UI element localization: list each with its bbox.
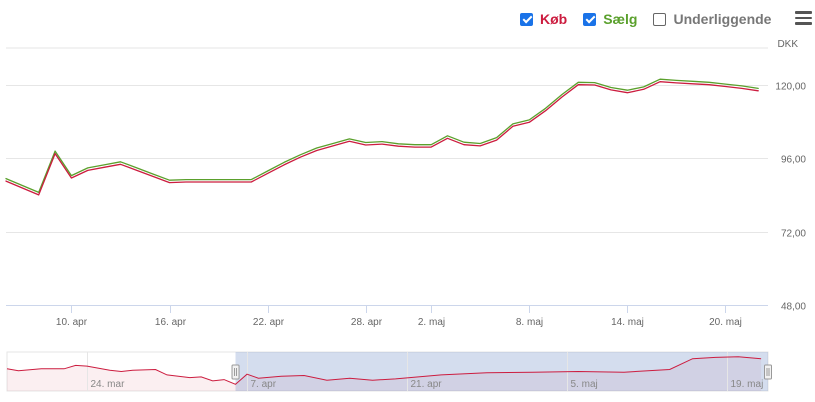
navigator-tick-label: 7. apr (251, 379, 277, 390)
navigator-tick-label: 21. apr (411, 379, 443, 390)
saelg-checkbox[interactable] (583, 12, 597, 26)
legend-item-underliggende[interactable]: Underliggende (653, 11, 771, 27)
navigator-tick-label: 5. maj (571, 379, 598, 390)
legend-item-saelg[interactable]: Sælg (583, 11, 637, 27)
navigator-handle-right (764, 364, 772, 380)
navigator-area (7, 356, 762, 391)
y-tick-label: 48,00 (781, 302, 806, 313)
koeb-checkbox[interactable] (520, 12, 533, 26)
navigator-tick-label: 19. maj (731, 379, 764, 390)
y-tick-label: 72,00 (781, 229, 806, 240)
legend-label-koeb: Køb (540, 11, 568, 27)
x-tick-label: 22. apr (253, 317, 285, 328)
x-tick-label: 10. apr (56, 317, 88, 328)
navigator-tick-label: 24. mar (91, 379, 126, 390)
series-line-saelg (5, 78, 759, 194)
navigator-handle-left (231, 364, 240, 380)
series-line-koeb (5, 81, 759, 196)
y-tick-label: 96,00 (781, 155, 806, 166)
x-tick-label: 20. maj (709, 317, 742, 328)
y-tick-label: 120,00 (775, 82, 806, 93)
legend-item-koeb[interactable]: Køb (520, 11, 567, 27)
navigator-selection (235, 352, 768, 391)
x-tick-label: 8. maj (516, 317, 543, 328)
x-tick-label: 2. maj (418, 317, 445, 328)
x-tick-label: 28. apr (351, 317, 383, 328)
hamburger-menu-icon[interactable] (795, 11, 812, 25)
x-tick-label: 16. apr (155, 317, 187, 328)
navigator-series-line (6, 356, 762, 385)
chart-legend: Køb Sælg Underliggende (520, 8, 787, 30)
x-tick-label: 14. maj (611, 317, 644, 328)
y-axis-unit: DKK (777, 39, 798, 50)
underliggende-checkbox[interactable] (653, 12, 667, 26)
legend-label-underliggende: Underliggende (673, 11, 772, 27)
legend-label-saelg: Sælg (603, 11, 638, 27)
